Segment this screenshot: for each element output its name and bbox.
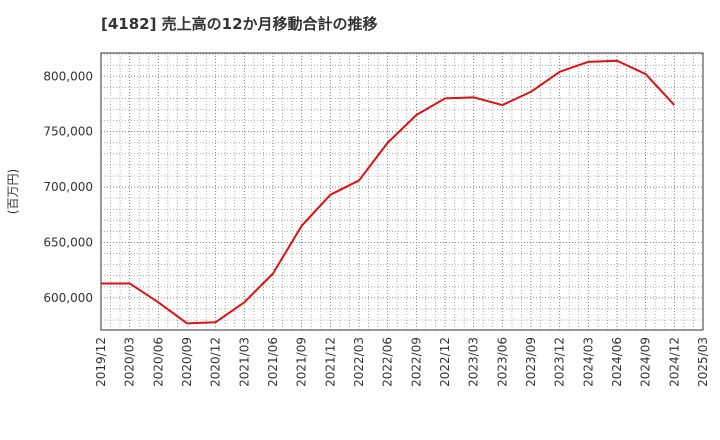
y-tick-label: 750,000 xyxy=(43,125,93,139)
x-tick-label: 2021/09 xyxy=(295,337,309,387)
x-tick-label: 2022/06 xyxy=(381,337,395,387)
x-tick-label: 2020/09 xyxy=(180,337,194,387)
y-tick-label: 800,000 xyxy=(43,69,93,83)
y-tick-label: 600,000 xyxy=(43,291,93,305)
chart-title: [4182] 売上高の12か月移動合計の推移 xyxy=(101,15,378,33)
x-tick-label: 2024/03 xyxy=(581,337,595,387)
x-tick-label: 2025/03 xyxy=(696,337,710,387)
x-tick-label: 2023/12 xyxy=(553,337,567,387)
grid-lines xyxy=(101,53,703,330)
series-layer xyxy=(101,59,676,325)
x-tick-label: 2024/06 xyxy=(610,337,624,387)
x-tick-label: 2021/03 xyxy=(237,337,251,387)
x-tick-label: 2021/12 xyxy=(323,337,337,387)
x-tick-label: 2020/12 xyxy=(209,337,223,387)
y-tick-label: 700,000 xyxy=(43,180,93,194)
x-tick-label: 2020/06 xyxy=(151,337,165,387)
x-tick-label: 2024/09 xyxy=(639,337,653,387)
x-tick-label: 2024/12 xyxy=(667,337,681,387)
x-tick-label: 2022/03 xyxy=(352,337,366,387)
y-axis-label: (百万円) xyxy=(6,169,20,214)
series-line xyxy=(101,59,676,325)
y-tick-label: 650,000 xyxy=(43,235,93,249)
plot-frame xyxy=(100,52,704,331)
x-tick-label: 2023/06 xyxy=(495,337,509,387)
x-tick-label: 2022/12 xyxy=(438,337,452,387)
x-tick-label: 2023/09 xyxy=(524,337,538,387)
x-tick-label: 2021/06 xyxy=(266,337,280,387)
y-axis-ticks: 600,000 650,000 700,000 750,000 800,000 xyxy=(43,69,93,305)
x-axis-ticks: 2019/12 2020/03 2020/06 2020/09 2020/12 2021/… xyxy=(94,337,710,387)
x-tick-label: 2020/03 xyxy=(123,337,137,387)
x-tick-label: 2019/12 xyxy=(94,337,108,387)
x-tick-label: 2022/09 xyxy=(409,337,423,387)
x-tick-label: 2023/03 xyxy=(467,337,481,387)
